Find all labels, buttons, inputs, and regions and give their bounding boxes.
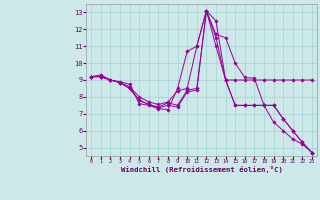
X-axis label: Windchill (Refroidissement éolien,°C): Windchill (Refroidissement éolien,°C) (121, 166, 283, 173)
